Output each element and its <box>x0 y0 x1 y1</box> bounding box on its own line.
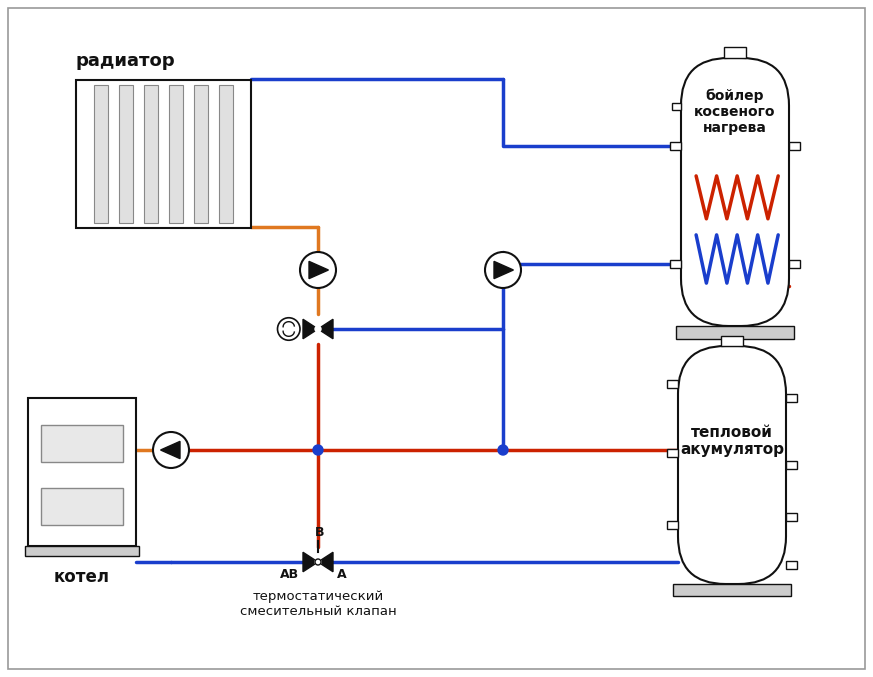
Circle shape <box>300 252 336 288</box>
Polygon shape <box>303 320 318 338</box>
Circle shape <box>315 559 321 565</box>
Bar <box>143 85 157 223</box>
Bar <box>786 561 797 569</box>
Bar <box>670 261 681 268</box>
Polygon shape <box>318 320 333 338</box>
Polygon shape <box>494 261 513 279</box>
Circle shape <box>153 432 189 468</box>
Bar <box>786 395 797 402</box>
Bar <box>667 380 678 388</box>
Circle shape <box>313 445 323 455</box>
Circle shape <box>485 252 521 288</box>
Bar <box>721 336 743 346</box>
Circle shape <box>315 326 321 332</box>
Bar <box>93 85 107 223</box>
Bar <box>667 521 678 529</box>
Bar <box>194 85 208 223</box>
Bar <box>676 326 794 339</box>
Bar <box>218 85 232 223</box>
Bar <box>75 80 251 228</box>
Bar <box>670 142 681 150</box>
Text: термостатический
смесительный клапан: термостатический смесительный клапан <box>239 590 396 618</box>
Bar <box>667 449 678 457</box>
Bar <box>28 398 136 546</box>
Bar <box>786 461 797 469</box>
Text: радиатор: радиатор <box>75 52 175 70</box>
Bar <box>41 424 123 462</box>
Text: котел: котел <box>54 568 110 586</box>
Text: B: B <box>315 526 325 539</box>
Polygon shape <box>318 552 333 572</box>
Polygon shape <box>303 552 318 572</box>
Bar <box>119 85 133 223</box>
Circle shape <box>498 445 508 455</box>
FancyBboxPatch shape <box>681 58 789 326</box>
Bar <box>672 103 681 110</box>
Bar <box>786 513 797 521</box>
Circle shape <box>315 559 321 565</box>
Text: A: A <box>337 569 347 582</box>
Polygon shape <box>309 261 328 279</box>
Bar <box>41 488 123 525</box>
Polygon shape <box>161 441 180 458</box>
Bar <box>725 47 746 58</box>
Text: бойлер
косвеного
нагрева: бойлер косвеного нагрева <box>694 88 776 135</box>
Bar <box>168 85 182 223</box>
Bar <box>25 546 139 556</box>
Text: тепловой
акумулятор: тепловой акумулятор <box>680 425 784 458</box>
Text: AB: AB <box>280 569 299 582</box>
Bar <box>789 142 800 150</box>
FancyBboxPatch shape <box>678 346 786 584</box>
Bar <box>789 261 800 268</box>
Circle shape <box>278 318 300 341</box>
Bar <box>672 584 792 596</box>
